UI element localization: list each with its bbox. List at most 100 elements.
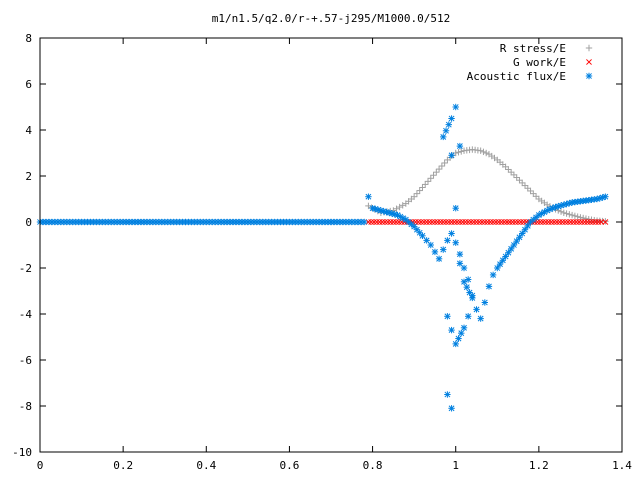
acoustic-flux-point (513, 237, 520, 245)
acoustic-flux-point (557, 202, 565, 209)
acoustic-flux-point (452, 340, 459, 348)
legend-label: G work/E (513, 56, 566, 69)
acoustic-flux-point (469, 294, 476, 302)
r-stress-point (416, 187, 423, 194)
plot-area (36, 103, 609, 412)
r-stress-point (433, 168, 440, 176)
acoustic-flux-point (489, 271, 497, 279)
acoustic-flux-point (448, 405, 455, 412)
x-tick-label: 0.8 (363, 459, 383, 472)
y-tick-label: -6 (19, 354, 32, 367)
r-stress-point (427, 175, 434, 182)
acoustic-flux-point (442, 127, 450, 134)
r-stress-point (477, 147, 484, 154)
acoustic-flux-point (464, 313, 472, 320)
legend-label: Acoustic flux/E (467, 70, 566, 83)
r-stress-point (577, 214, 584, 221)
r-stress-point (532, 193, 540, 200)
r-stress-point (435, 165, 443, 173)
r-stress-point (543, 201, 551, 208)
r-stress-point (410, 193, 418, 200)
acoustic-flux-point (460, 264, 468, 272)
acoustic-flux-point (445, 121, 452, 128)
chart-title: m1/n1.5/q2.0/r-+.57-j295/M1000.0/512 (212, 12, 450, 25)
acoustic-flux-point (456, 251, 464, 258)
acoustic-flux-point (485, 283, 493, 290)
r-stress-point (527, 187, 534, 195)
legend-label: R stress/E (500, 42, 566, 55)
acoustic-flux-point (423, 237, 430, 244)
acoustic-flux-point-series (36, 103, 609, 412)
acoustic-flux-point (452, 205, 459, 212)
y-tick-label: 6 (25, 78, 32, 91)
r-stress-point (480, 148, 487, 156)
r-stress-point (513, 174, 520, 181)
plot-frame (39, 37, 623, 453)
r-stress-point (568, 211, 576, 219)
r-stress-point (441, 159, 448, 167)
acoustic-flux-point (440, 246, 447, 253)
r-stress-point (458, 148, 465, 155)
axis-layer: 0 0.2 0.4 0.6 0.8 1 1.2 1.4 8 6 4 2 0 -2 -4 -6 -8 -10 (12, 32, 632, 472)
acoustic-flux-point (455, 335, 462, 342)
acoustic-flux-point (444, 313, 451, 320)
acoustic-flux-point (444, 237, 451, 244)
y-tick-label: -10 (12, 446, 32, 459)
acoustic-flux-point (427, 241, 434, 249)
y-tick-label: -4 (19, 308, 33, 321)
r-stress-point (571, 212, 579, 220)
acoustic-flux-point (452, 239, 459, 246)
acoustic-flux-point (458, 329, 465, 337)
r-stress-point (519, 179, 526, 187)
r-stress-point (505, 166, 512, 173)
acoustic-flux-point (463, 283, 470, 291)
acoustic-flux-point (456, 142, 464, 150)
r-stress-point (455, 149, 462, 156)
x-tick-label: 0.4 (196, 459, 216, 472)
r-stress-point (557, 208, 565, 215)
legend-acoustic-flux-point-marker (585, 72, 593, 80)
y-tick-label: 4 (25, 124, 32, 137)
acoustic-flux-point (448, 115, 455, 122)
acoustic-flux-point (435, 255, 443, 262)
r-stress-point (574, 213, 581, 220)
x-tick-label: 0 (37, 459, 44, 472)
acoustic-flux-point (519, 230, 526, 237)
acoustic-flux-point (602, 193, 609, 200)
acoustic-flux-point (440, 133, 447, 141)
acoustic-flux-point (499, 257, 507, 264)
acoustic-flux-point (466, 289, 473, 296)
r-stress-point (530, 190, 537, 197)
g-work-point (602, 219, 609, 225)
r-stress-point (507, 168, 515, 176)
r-stress-point (524, 185, 531, 192)
x-tick-label: 0.2 (113, 459, 133, 472)
r-stress-point (422, 181, 429, 188)
y-tick-label: 0 (25, 216, 32, 229)
acoustic-flux-point (505, 249, 512, 256)
acoustic-flux-point (494, 264, 501, 272)
acoustic-flux-point (460, 324, 468, 331)
r-stress-point (483, 149, 490, 157)
r-stress-point (430, 172, 437, 179)
acoustic-flux-point (524, 222, 531, 230)
x-tick-label: 1 (452, 459, 459, 472)
legend-g-work-point-marker (586, 59, 592, 65)
acoustic-flux-point (448, 230, 455, 237)
acoustic-flux-point (507, 245, 515, 253)
acoustic-flux-point (448, 152, 455, 159)
r-stress-point (566, 211, 573, 218)
legend-r-stress-point-marker (585, 44, 593, 52)
r-stress-point (413, 190, 421, 197)
acoustic-flux-point (365, 193, 372, 200)
g-work-point-series (365, 219, 609, 225)
acoustic-flux-point (510, 241, 518, 249)
r-stress-point (516, 177, 523, 184)
acoustic-flux-point (521, 226, 529, 233)
r-stress-point (560, 209, 567, 216)
acoustic-flux-point (473, 306, 480, 313)
acoustic-flux-point (477, 315, 484, 322)
